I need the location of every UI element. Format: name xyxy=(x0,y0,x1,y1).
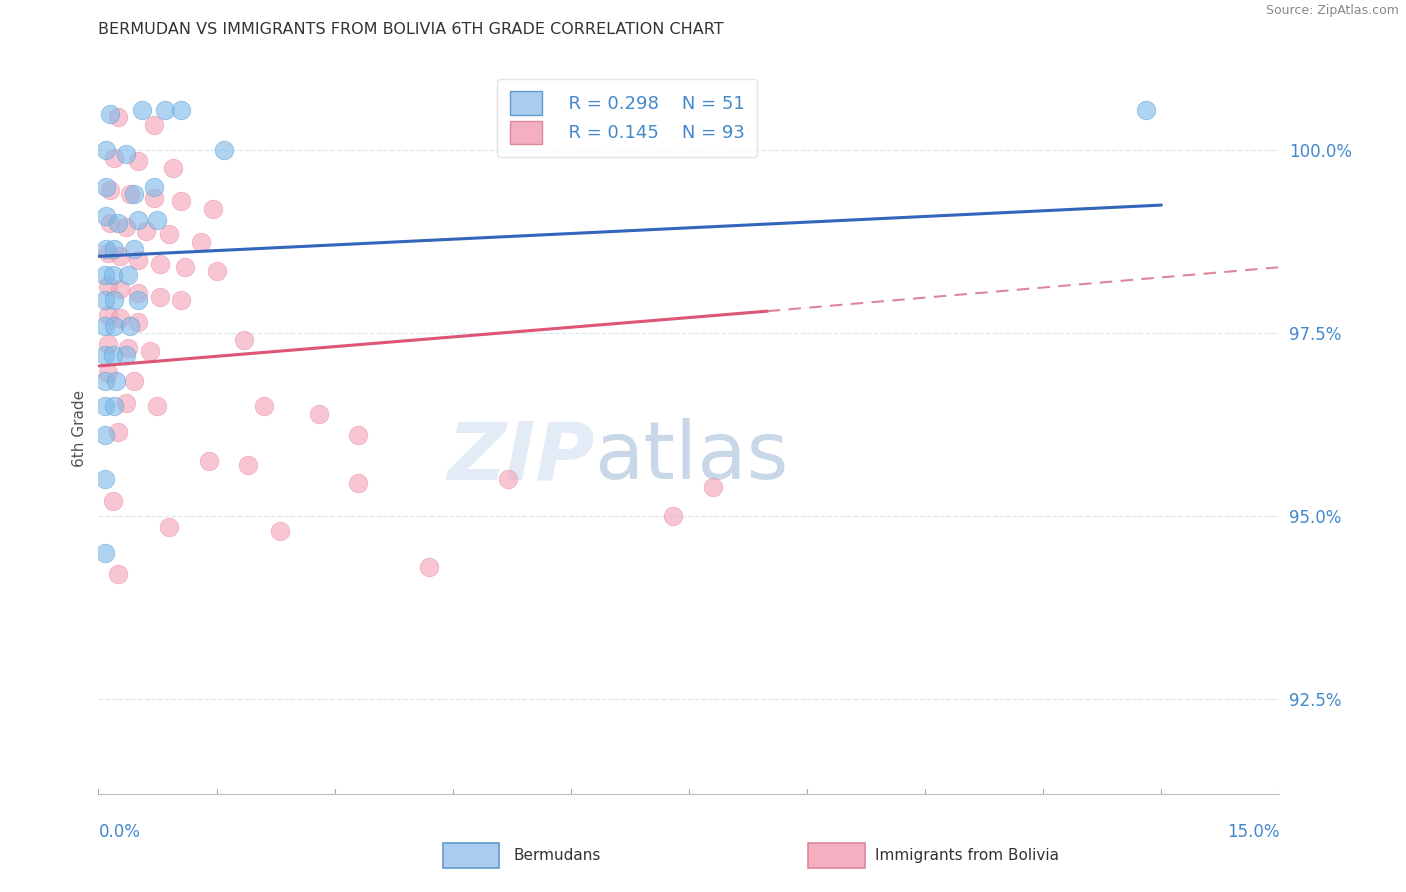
Point xyxy=(101,348,124,362)
Point xyxy=(418,560,440,574)
Point xyxy=(142,179,165,194)
Point xyxy=(127,212,149,227)
Point xyxy=(97,367,120,381)
Point xyxy=(107,567,129,582)
Point xyxy=(97,278,120,293)
Text: ZIP: ZIP xyxy=(447,418,595,497)
Point xyxy=(101,268,124,282)
Point xyxy=(103,293,125,308)
Point xyxy=(107,216,129,230)
Point xyxy=(97,337,120,351)
Point xyxy=(93,318,115,333)
Point xyxy=(197,454,219,468)
Point xyxy=(127,154,149,169)
Point xyxy=(146,399,169,413)
Point xyxy=(118,187,141,202)
Point xyxy=(201,202,224,216)
Point xyxy=(122,374,145,388)
Point xyxy=(131,103,153,117)
Point xyxy=(110,249,132,263)
Point xyxy=(233,334,256,348)
Point xyxy=(110,311,132,326)
Point xyxy=(115,348,138,362)
Point xyxy=(117,268,139,282)
Point xyxy=(157,227,180,242)
Point xyxy=(96,143,118,157)
Point xyxy=(142,191,165,205)
Point xyxy=(110,282,132,296)
Point xyxy=(104,374,127,388)
Point xyxy=(93,374,115,388)
Point xyxy=(93,545,115,559)
Point xyxy=(170,194,193,209)
Point xyxy=(103,242,125,256)
Point xyxy=(1135,103,1157,117)
Point xyxy=(662,508,685,523)
Point xyxy=(214,143,236,157)
Point xyxy=(101,494,124,508)
Point xyxy=(97,245,120,260)
Point xyxy=(118,318,141,333)
Point xyxy=(93,348,115,362)
Point xyxy=(157,520,180,534)
Point xyxy=(127,293,149,308)
Text: Immigrants from Bolivia: Immigrants from Bolivia xyxy=(875,848,1059,863)
Point xyxy=(117,341,139,355)
Text: BERMUDAN VS IMMIGRANTS FROM BOLIVIA 6TH GRADE CORRELATION CHART: BERMUDAN VS IMMIGRANTS FROM BOLIVIA 6TH … xyxy=(98,22,724,37)
Point xyxy=(190,235,212,249)
Point xyxy=(138,344,160,359)
Point xyxy=(103,399,125,413)
Point xyxy=(122,187,145,202)
Point xyxy=(170,103,193,117)
Point xyxy=(96,179,118,194)
Point xyxy=(115,147,138,161)
Point xyxy=(96,209,118,223)
Legend:   R = 0.298    N = 51,   R = 0.145    N = 93: R = 0.298 N = 51, R = 0.145 N = 93 xyxy=(498,78,758,157)
Point xyxy=(170,293,193,308)
Point xyxy=(253,399,276,413)
Point xyxy=(96,242,118,256)
Text: Source: ZipAtlas.com: Source: ZipAtlas.com xyxy=(1265,4,1399,18)
Point xyxy=(146,212,169,227)
Point xyxy=(98,184,121,198)
Point xyxy=(97,308,120,322)
Point xyxy=(149,257,172,271)
Point xyxy=(103,151,125,165)
Text: atlas: atlas xyxy=(595,418,789,497)
Point xyxy=(107,425,129,439)
Point xyxy=(174,260,197,275)
Point xyxy=(142,118,165,132)
Point xyxy=(308,407,330,421)
Point xyxy=(93,268,115,282)
Point xyxy=(496,472,519,486)
Point xyxy=(107,111,129,125)
Y-axis label: 6th Grade: 6th Grade xyxy=(72,390,87,467)
Point xyxy=(93,293,115,308)
Point xyxy=(269,524,291,538)
Point xyxy=(205,264,228,278)
Point xyxy=(122,242,145,256)
Point xyxy=(98,106,121,120)
Point xyxy=(347,476,370,491)
Point xyxy=(702,480,724,494)
Point xyxy=(93,399,115,413)
Point xyxy=(135,224,157,238)
Point xyxy=(115,395,138,409)
Point xyxy=(347,428,370,442)
Point xyxy=(127,285,149,300)
Point xyxy=(236,458,259,472)
Point xyxy=(98,216,121,230)
Point xyxy=(127,315,149,329)
Text: 0.0%: 0.0% xyxy=(98,823,141,841)
Point xyxy=(103,318,125,333)
Text: 15.0%: 15.0% xyxy=(1227,823,1279,841)
Point xyxy=(149,289,172,303)
Point xyxy=(93,472,115,486)
Point xyxy=(127,252,149,267)
Point xyxy=(155,103,177,117)
Point xyxy=(93,428,115,442)
Point xyxy=(115,220,138,235)
Text: Bermudans: Bermudans xyxy=(513,848,600,863)
Point xyxy=(162,161,184,176)
